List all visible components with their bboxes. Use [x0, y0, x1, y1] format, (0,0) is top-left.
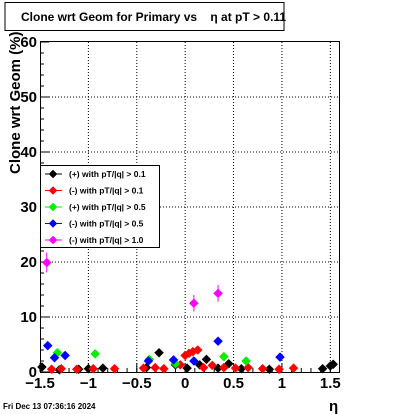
legend-marker — [48, 219, 58, 228]
x-tick-label: −0.5 — [122, 375, 152, 392]
data-point-series-2 — [56, 363, 67, 374]
data-point-series-2 — [192, 345, 203, 355]
data-point-series-2 — [274, 364, 284, 375]
data-point-series-1 — [98, 363, 108, 374]
legend-marker — [48, 169, 58, 179]
data-point-series-5 — [213, 288, 223, 299]
timestamp: Fri Dec 13 07:36:16 2024 — [3, 402, 96, 411]
data-point-series-2 — [219, 362, 229, 373]
y-axis: 0 10 20 30 40 50 60 — [20, 34, 49, 381]
data-point-series-2 — [230, 363, 241, 374]
data-point-series-2 — [207, 360, 218, 371]
y-tick-label: 20 — [20, 254, 37, 271]
legend-label: (+) with pT/|q| > 0.1 — [69, 169, 146, 179]
y-tick-label: 40 — [20, 144, 37, 161]
y-tick-label: 30 — [20, 199, 37, 216]
data-point-series-1 — [317, 363, 328, 374]
data-point-series-4 — [49, 352, 60, 363]
legend: (+) with pT/|q| > 0.1 (-) with pT/|q| > 0… — [40, 165, 160, 248]
x-tick-label: −1 — [80, 375, 97, 392]
data-point-series-4 — [60, 350, 71, 361]
data-point-series-2 — [150, 362, 161, 373]
data-point-series-1 — [328, 359, 339, 370]
data-point-series-4 — [213, 336, 223, 347]
legend-label: (-) with pT/|q| > 1.0 — [69, 235, 144, 245]
data-point-series-2 — [288, 363, 299, 374]
data-point-series-3 — [90, 348, 101, 359]
title-box — [4, 2, 285, 31]
x-tick-label: 0 — [181, 375, 189, 392]
y-tick-label: 0 — [29, 364, 37, 381]
y-tick-label: 60 — [20, 34, 37, 51]
legend-marker — [48, 186, 58, 195]
data-points — [37, 252, 339, 375]
data-point-series-4 — [168, 355, 179, 365]
x-tick-label: 1.5 — [320, 375, 341, 392]
legend-label: (-) with pT/|q| > 0.1 — [69, 186, 144, 196]
data-point-series-4 — [42, 340, 53, 351]
data-point-series-1 — [182, 363, 192, 374]
data-point-series-5 — [189, 298, 199, 309]
x-tick-label: −1.5 — [25, 375, 55, 392]
data-point-series-2 — [88, 363, 99, 374]
data-point-series-2 — [46, 364, 57, 375]
data-point-series-1 — [37, 362, 47, 372]
legend-marker — [48, 202, 58, 212]
x-axis-title: η — [329, 398, 338, 414]
x-axis: −1.5 −1 −0.5 0 0.5 1 1.5 — [25, 363, 341, 392]
data-point-series-4 — [143, 356, 154, 366]
data-point-series-2 — [257, 363, 268, 374]
data-point-series-4 — [275, 352, 285, 363]
data-point-series-3 — [241, 356, 251, 366]
data-point-series-4 — [189, 356, 199, 366]
legend-marker — [48, 235, 58, 245]
x-tick-label: 0.5 — [223, 375, 244, 392]
legend-label: (+) with pT/|q| > 0.5 — [69, 202, 146, 212]
data-point-series-2 — [138, 363, 149, 374]
data-point-series-3 — [219, 351, 229, 362]
x-tick-label: 1 — [278, 375, 286, 392]
chart-title: Clone wrt Geom for Primary vs η at pT > … — [21, 10, 286, 24]
data-point-series-2 — [109, 363, 120, 374]
y-tick-label: 10 — [20, 309, 37, 326]
legend-label: (-) with pT/|q| > 0.5 — [69, 219, 144, 229]
data-point-series-1 — [154, 347, 164, 358]
data-point-series-5 — [41, 257, 52, 268]
data-point-series-2 — [159, 363, 169, 374]
data-point-series-2 — [71, 364, 82, 375]
y-tick-label: 50 — [20, 89, 37, 106]
data-point-series-1 — [201, 354, 212, 365]
data-point-series-2 — [198, 362, 209, 373]
y-axis-title: Clone wrt Geom (%) — [7, 31, 24, 174]
